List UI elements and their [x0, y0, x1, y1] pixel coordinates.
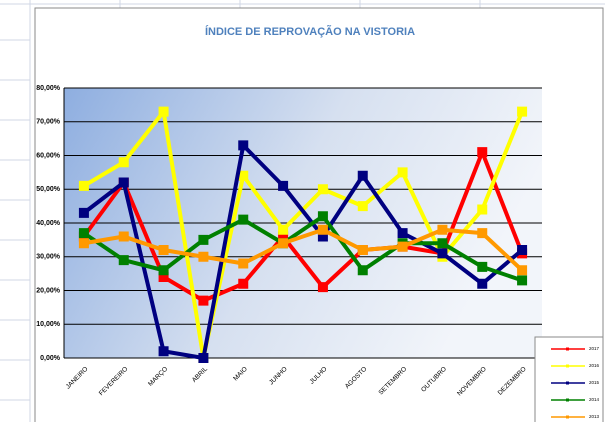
- point-marker: [437, 238, 448, 249]
- point-marker: [357, 170, 368, 181]
- point-marker: [517, 265, 528, 276]
- point-marker: [78, 180, 89, 191]
- point-marker: [118, 157, 129, 168]
- point-marker: [78, 238, 89, 249]
- series-line: [83, 227, 524, 272]
- point-marker: [198, 353, 209, 363]
- point-marker: [477, 147, 488, 158]
- point-marker: [397, 228, 408, 239]
- point-marker: [198, 234, 209, 245]
- point-marker: [437, 248, 448, 259]
- legend-label: 2013: [589, 414, 600, 419]
- y-tick-label: 60,00%: [36, 152, 61, 159]
- point-marker: [238, 278, 249, 289]
- y-tick-label: 70,00%: [36, 119, 61, 126]
- y-tick-label: 40,00%: [36, 220, 61, 227]
- point-marker: [118, 255, 129, 266]
- point-marker: [158, 245, 169, 255]
- y-tick-label: 0,00%: [40, 355, 61, 362]
- point-marker: [238, 214, 249, 225]
- point-marker: [158, 106, 169, 117]
- point-marker: [118, 231, 129, 242]
- y-tick-label: 50,00%: [36, 186, 61, 193]
- point-marker: [357, 245, 368, 255]
- point-marker: [78, 207, 89, 218]
- point-marker: [278, 180, 289, 191]
- point-marker: [158, 272, 169, 282]
- point-marker: [357, 265, 368, 276]
- point-marker: [477, 278, 488, 289]
- point-marker: [317, 224, 328, 235]
- y-tick-label: 80,00%: [36, 85, 61, 92]
- point-marker: [198, 251, 209, 262]
- point-marker: [517, 106, 528, 117]
- legend-label: 2015: [589, 380, 600, 385]
- point-marker: [477, 261, 488, 272]
- point-marker: [357, 201, 368, 212]
- legend-label: 2017: [589, 346, 600, 351]
- point-marker: [517, 245, 528, 255]
- y-tick-label: 30,00%: [36, 254, 61, 261]
- series-line: [82, 143, 524, 360]
- y-tick-label: 10,00%: [36, 321, 61, 328]
- legend-marker: [566, 347, 569, 351]
- point-marker: [158, 265, 169, 276]
- legend-marker: [566, 364, 569, 368]
- point-marker: [317, 211, 328, 222]
- chart-title: ÍNDICE DE REPROVAÇÃO NA VISTORIA: [205, 25, 415, 38]
- point-marker: [397, 241, 408, 252]
- point-marker: [198, 295, 209, 306]
- series-line: [82, 150, 524, 303]
- legend-label: 2014: [589, 397, 600, 402]
- point-marker: [477, 228, 488, 239]
- point-marker: [238, 170, 249, 181]
- point-marker: [278, 238, 289, 249]
- point-marker: [397, 167, 408, 178]
- point-marker: [278, 224, 289, 235]
- point-marker: [118, 177, 129, 188]
- point-marker: [477, 204, 488, 215]
- legend-marker: [566, 381, 569, 385]
- legend-label: 2016: [589, 363, 600, 368]
- point-marker: [517, 275, 528, 286]
- point-marker: [317, 231, 328, 242]
- y-tick-label: 20,00%: [36, 287, 61, 294]
- point-marker: [238, 258, 249, 269]
- point-marker: [158, 346, 169, 357]
- legend-marker: [566, 415, 569, 419]
- point-marker: [78, 228, 89, 239]
- point-marker: [437, 224, 448, 235]
- legend: [534, 336, 604, 422]
- legend-marker: [566, 398, 569, 402]
- point-marker: [278, 231, 289, 242]
- series-line: [82, 214, 523, 283]
- point-marker: [317, 282, 328, 293]
- point-marker: [317, 184, 328, 195]
- point-marker: [238, 140, 249, 151]
